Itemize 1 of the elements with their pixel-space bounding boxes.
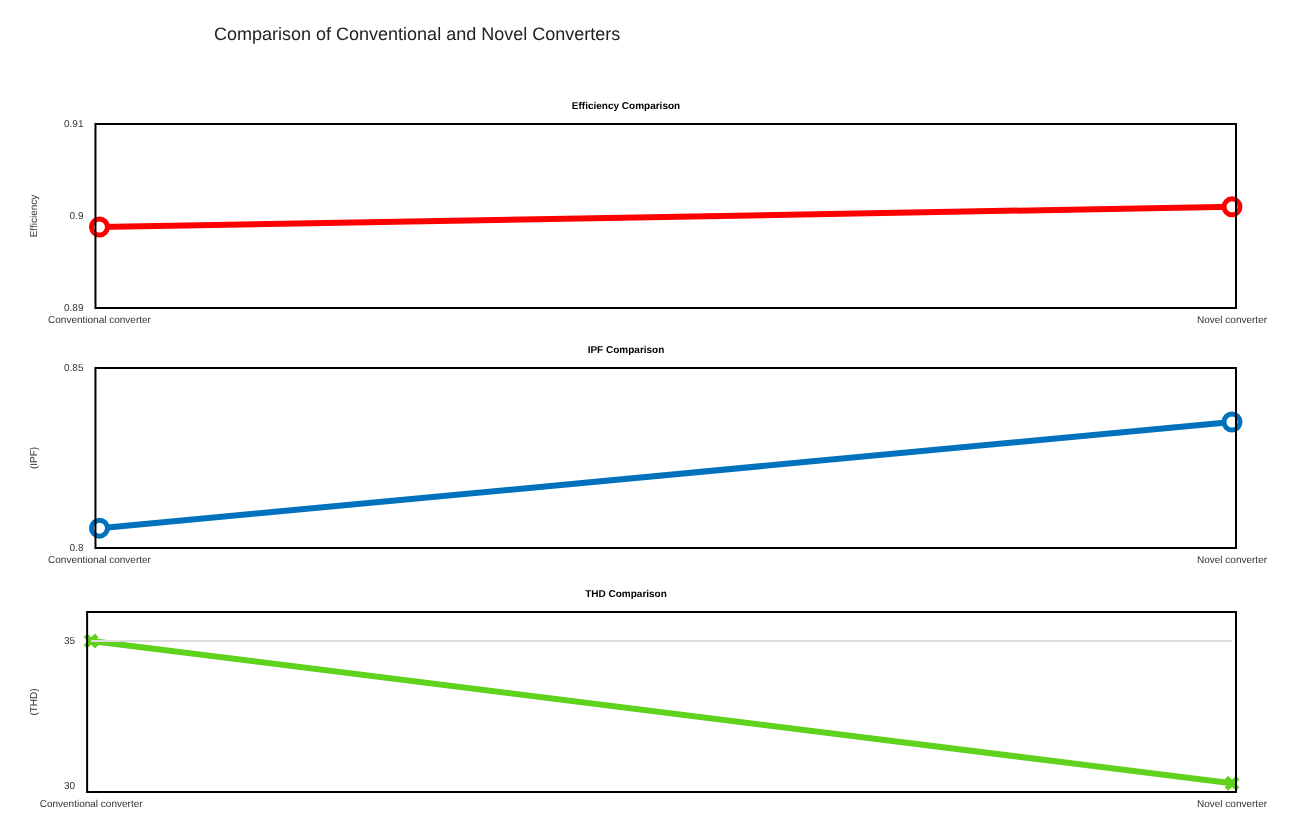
- text: Comparison of Conventional and Novel Converters: [214, 24, 621, 44]
